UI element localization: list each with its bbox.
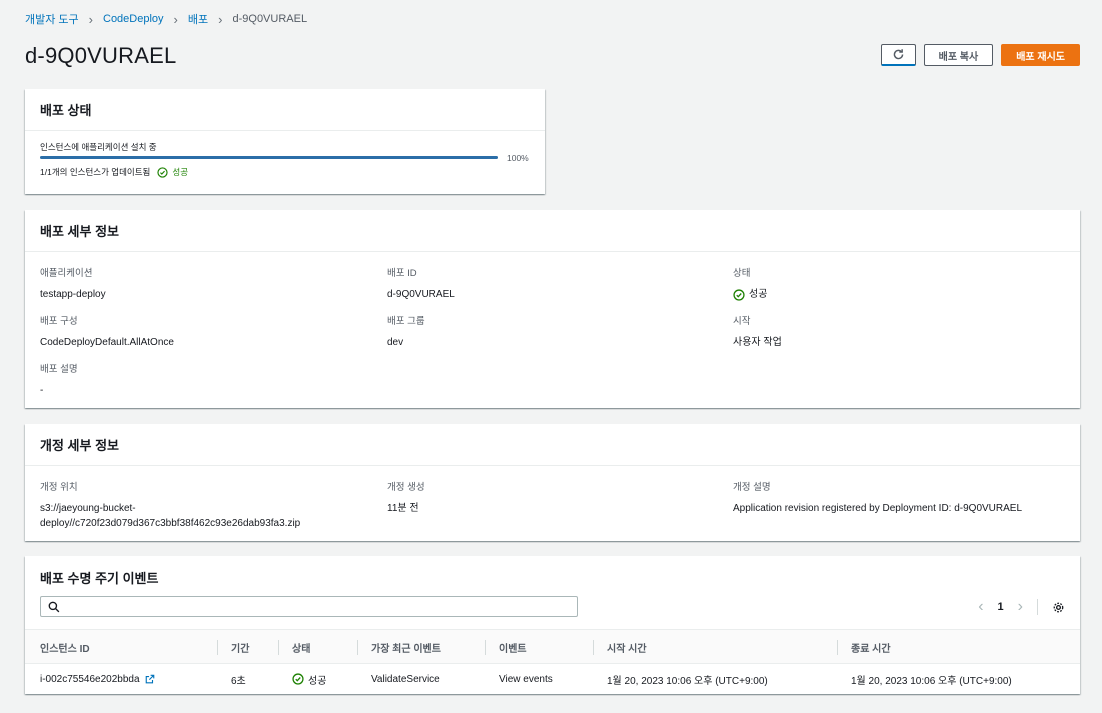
search-icon	[48, 601, 60, 613]
revision-location-link[interactable]: s3://jaeyoung-bucket- deploy//c720f23d07…	[40, 501, 300, 531]
field-label: 시작	[733, 316, 751, 327]
column-status[interactable]: 상태	[277, 630, 310, 665]
copy-deployment-button[interactable]: 배포 복사	[923, 44, 994, 66]
revision-location-line1: s3://jaeyoung-bucket-	[40, 503, 136, 514]
field-value: 사용자 작업	[733, 337, 782, 348]
revision-location-line2: deploy//c720f23d079d367c3bbf38f462c93e26…	[40, 518, 301, 529]
view-events-link[interactable]: View events	[499, 673, 553, 685]
column-duration[interactable]: 기간	[216, 630, 249, 665]
field-label: 배포 설명	[40, 364, 78, 375]
chevron-right-icon[interactable]: ›	[1017, 598, 1023, 615]
page-number[interactable]: 1	[997, 601, 1004, 613]
field-label: 배포 ID	[387, 268, 417, 279]
instance-id-link[interactable]: i-002c75546e202bbda	[40, 664, 155, 694]
field-description: 배포 설명 -	[40, 361, 78, 398]
progress-bar-fill	[40, 156, 498, 159]
field-value: Application revision registered by Deplo…	[733, 503, 1023, 514]
revision-details-panel: 개정 세부 정보 개정 위치 s3://jaeyoung-bucket- dep…	[25, 424, 1080, 541]
progress-label: 인스턴스에 애플리케이션 설치 중	[40, 142, 157, 152]
breadcrumb-current: d-9Q0VURAEL	[232, 13, 308, 25]
status-badge: 성공	[292, 664, 326, 694]
deployment-details-panel: 배포 세부 정보 애플리케이션 testapp-deploy 배포 ID d-9…	[25, 210, 1080, 408]
column-end-time[interactable]: 종료 시간	[837, 630, 891, 665]
chevron-right-icon: ›	[88, 11, 93, 27]
refresh-icon	[893, 49, 903, 60]
field-initiated: 시작 사용자 작업	[733, 313, 782, 350]
breadcrumb-deployments[interactable]: 배포	[187, 14, 209, 26]
field-label: 애플리케이션	[40, 268, 93, 279]
latest-event-cell: ValidateService	[371, 673, 440, 685]
panel-title: 배포 세부 정보	[25, 210, 1080, 252]
retry-deployment-button[interactable]: 배포 재시도	[1001, 44, 1080, 66]
field-label: 상태	[733, 268, 751, 279]
end-time-cell: 1월 20, 2023 10:06 오후 (UTC+9:00)	[851, 675, 1012, 687]
field-revision-description: 개정 설명 Application revision registered by…	[733, 479, 1022, 516]
instance-id-text: i-002c75546e202bbda	[40, 673, 140, 685]
search-field	[40, 596, 578, 617]
panel-title: 배포 수명 주기 이벤트	[40, 570, 159, 586]
pagination-divider	[1037, 599, 1038, 615]
table-header: 인스턴스 ID 기간 상태 가장 최근 이벤트 이벤트 시작 시간 종료 시간	[25, 629, 1080, 664]
field-value: 11분 전	[387, 503, 419, 514]
application-link[interactable]: testapp-deploy	[40, 289, 106, 300]
field-label: 배포 구성	[40, 316, 78, 327]
field-group: 배포 그룹 dev	[387, 313, 425, 350]
header-actions: 배포 복사 배포 재시도	[880, 44, 1080, 66]
instances-updated: 1/1개의 인스턴스가 업데이트됨 성공	[40, 166, 188, 178]
check-circle-icon	[292, 673, 304, 685]
field-application: 애플리케이션 testapp-deploy	[40, 265, 106, 302]
field-label: 개정 설명	[733, 482, 771, 493]
chevron-right-icon: ›	[173, 11, 178, 27]
column-instance-id[interactable]: 인스턴스 ID	[40, 644, 90, 655]
external-link-icon	[145, 674, 154, 684]
status-badge: 성공	[157, 166, 188, 178]
chevron-left-icon[interactable]: ‹	[978, 598, 984, 615]
status-text: 성공	[172, 167, 189, 177]
start-time-cell: 1월 20, 2023 10:06 오후 (UTC+9:00)	[607, 675, 768, 687]
check-circle-icon	[733, 288, 745, 301]
instances-updated-text: 1/1개의 인스턴스가 업데이트됨	[40, 167, 151, 177]
field-label: 개정 생성	[387, 482, 425, 493]
search-input[interactable]	[65, 599, 565, 614]
deployment-config-link[interactable]: CodeDeployDefault.AllAtOnce	[40, 337, 174, 348]
page-title: d-9Q0VURAEL	[25, 43, 177, 68]
progress-percent: 100%	[507, 153, 529, 163]
field-value: d-9Q0VURAEL	[387, 289, 455, 300]
pagination: ‹ 1 ›	[978, 598, 1065, 616]
breadcrumb-codedeploy[interactable]: CodeDeploy	[103, 13, 164, 25]
check-circle-icon	[157, 166, 169, 178]
field-value: -	[40, 385, 44, 396]
deployment-status-panel: 배포 상태 인스턴스에 애플리케이션 설치 중 100% 1/1개의 인스턴스가…	[25, 89, 545, 194]
field-label: 개정 위치	[40, 482, 78, 493]
deployment-group-link[interactable]: dev	[387, 337, 404, 348]
status-text: 성공	[749, 289, 768, 300]
progress-bar	[40, 156, 498, 159]
field-label: 배포 그룹	[387, 316, 425, 327]
field-deployment-id: 배포 ID d-9Q0VURAEL	[387, 265, 455, 302]
duration-cell: 6초	[231, 675, 246, 687]
column-events[interactable]: 이벤트	[485, 630, 527, 665]
chevron-right-icon: ›	[218, 11, 223, 27]
status-badge: 성공	[733, 287, 767, 302]
column-latest-event[interactable]: 가장 최근 이벤트	[357, 630, 441, 665]
breadcrumb: 개발자 도구 › CodeDeploy › 배포 › d-9Q0VURAEL	[25, 11, 307, 27]
field-status: 상태 성공	[733, 265, 767, 304]
refresh-button[interactable]	[880, 44, 916, 66]
gear-icon[interactable]	[1052, 601, 1065, 614]
panel-title: 개정 세부 정보	[25, 424, 1080, 466]
field-revision-location: 개정 위치 s3://jaeyoung-bucket- deploy//c720…	[40, 479, 300, 531]
breadcrumb-dev-tools[interactable]: 개발자 도구	[25, 14, 79, 26]
field-revision-created: 개정 생성 11분 전	[387, 479, 425, 516]
table-row: i-002c75546e202bbda 6초 성공 ValidateServic…	[25, 664, 1080, 694]
lifecycle-events-panel: 배포 수명 주기 이벤트 ‹ 1 › 인스턴스 ID 기간 상태 가장 최근 이…	[25, 556, 1080, 694]
field-config: 배포 구성 CodeDeployDefault.AllAtOnce	[40, 313, 174, 350]
panel-title: 배포 상태	[25, 89, 545, 131]
status-text: 성공	[308, 675, 327, 687]
column-start-time[interactable]: 시작 시간	[593, 630, 647, 665]
